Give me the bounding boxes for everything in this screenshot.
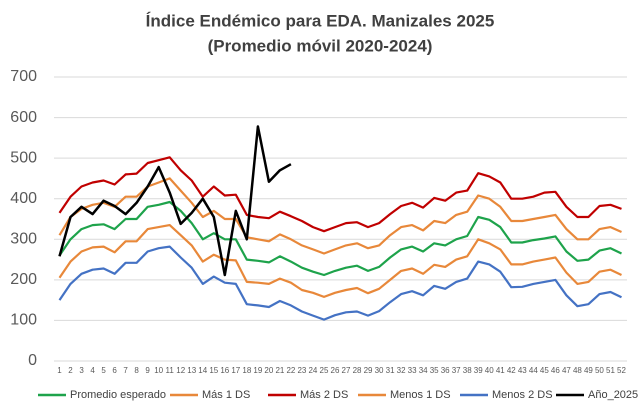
x-tick-label: 52 <box>617 366 626 375</box>
x-tick-label: 50 <box>595 366 604 375</box>
x-tick-label: 25 <box>320 366 329 375</box>
x-tick-label: 11 <box>166 366 175 375</box>
x-tick-label: 1 <box>57 366 62 375</box>
x-tick-label: 34 <box>419 366 428 375</box>
x-tick-label: 24 <box>308 366 317 375</box>
x-tick-label: 37 <box>452 366 461 375</box>
x-tick-label: 30 <box>375 366 384 375</box>
x-tick-label: 3 <box>79 366 84 375</box>
x-tick-label: 22 <box>286 366 295 375</box>
series-line <box>58 156 622 233</box>
x-tick-label: 13 <box>187 366 196 375</box>
x-tick-label: 26 <box>331 366 340 375</box>
series-line <box>58 177 622 255</box>
series-line <box>58 125 292 277</box>
x-tick-label: 38 <box>463 366 472 375</box>
x-tick-label: 40 <box>485 366 494 375</box>
y-tick-label: 700 <box>10 68 37 85</box>
x-tick-label: 29 <box>364 366 373 375</box>
x-tick-label: 39 <box>474 366 483 375</box>
y-tick-label: 300 <box>10 231 37 248</box>
x-tick-label: 14 <box>198 366 207 375</box>
series-line <box>58 224 622 298</box>
x-tick-label: 48 <box>573 366 582 375</box>
x-tick-label: 8 <box>134 366 139 375</box>
x-tick-label: 43 <box>518 366 527 375</box>
x-tick-label: 27 <box>342 366 351 375</box>
x-tick-label: 31 <box>386 366 395 375</box>
x-tick-label: 44 <box>529 366 538 375</box>
x-tick-label: 10 <box>154 366 163 375</box>
x-tick-label: 33 <box>408 366 417 375</box>
legend-label: Promedio esperado <box>70 389 166 401</box>
x-tick-label: 4 <box>90 366 95 375</box>
x-tick-label: 19 <box>253 366 262 375</box>
legend-label: Más 1 DS <box>202 389 250 401</box>
y-tick-label: 0 <box>28 352 37 369</box>
x-tick-label: 18 <box>242 366 251 375</box>
x-tick-label: 6 <box>112 366 117 375</box>
y-tick-label: 100 <box>10 312 37 329</box>
x-tick-label: 46 <box>551 366 560 375</box>
x-tick-label: 45 <box>540 366 549 375</box>
x-tick-label: 5 <box>101 366 106 375</box>
x-tick-label: 32 <box>397 366 406 375</box>
y-tick-label: 200 <box>10 271 37 288</box>
y-tick-label: 600 <box>10 109 37 126</box>
x-tick-label: 47 <box>562 366 571 375</box>
x-tick-label: 15 <box>209 366 218 375</box>
legend-label: Año_2025 <box>588 389 638 401</box>
x-tick-label: 2 <box>68 366 73 375</box>
x-tick-label: 17 <box>231 366 240 375</box>
x-tick-label: 9 <box>145 366 150 375</box>
x-tick-label: 36 <box>441 366 450 375</box>
chart-title: Índice Endémico para EDA. Manizales 2025 <box>146 11 495 30</box>
y-tick-label: 400 <box>10 190 37 207</box>
x-tick-label: 28 <box>353 366 362 375</box>
x-tick-label: 35 <box>430 366 439 375</box>
x-tick-label: 12 <box>176 366 185 375</box>
legend-label: Menos 2 DS <box>492 389 553 401</box>
x-tick-label: 49 <box>584 366 593 375</box>
series-line <box>58 200 622 277</box>
series-line <box>58 245 622 321</box>
legend-label: Más 2 DS <box>300 389 348 401</box>
legend-label: Menos 1 DS <box>390 389 451 401</box>
x-tick-label: 16 <box>220 366 229 375</box>
x-tick-label: 23 <box>297 366 306 375</box>
x-tick-label: 20 <box>264 366 273 375</box>
x-tick-label: 41 <box>496 366 505 375</box>
x-tick-label: 7 <box>123 366 128 375</box>
x-tick-label: 21 <box>275 366 284 375</box>
y-tick-label: 500 <box>10 149 37 166</box>
x-tick-label: 42 <box>507 366 516 375</box>
x-tick-label: 51 <box>606 366 615 375</box>
chart-subtitle: (Promedio móvil 2020-2024) <box>208 36 433 55</box>
